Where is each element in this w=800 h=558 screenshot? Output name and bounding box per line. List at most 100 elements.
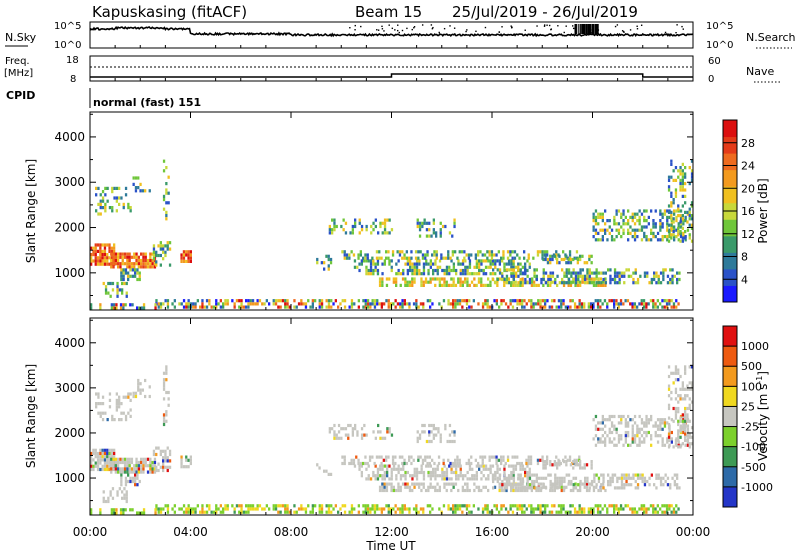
range-gate-cell xyxy=(314,504,317,508)
range-gate-cell xyxy=(686,220,689,224)
range-gate-cell xyxy=(624,299,627,303)
range-gate-cell xyxy=(599,238,602,242)
range-gate-cell xyxy=(112,252,115,256)
range-gate-cell xyxy=(343,458,346,462)
range-gate-cell xyxy=(149,258,152,263)
range-gate-cell xyxy=(466,277,469,281)
range-gate-cell xyxy=(690,204,694,208)
search-noise-dot xyxy=(431,27,434,30)
range-gate-cell xyxy=(668,504,671,508)
range-gate-cell xyxy=(601,418,604,422)
range-gate-cell xyxy=(189,250,192,254)
range-gate-cell xyxy=(560,305,563,309)
range-gate-cell xyxy=(328,228,331,232)
range-gate-cell xyxy=(135,457,138,461)
range-gate-cell xyxy=(164,244,167,248)
range-gate-cell xyxy=(629,231,632,235)
range-gate-cell xyxy=(477,280,481,284)
range-gate-cell xyxy=(125,294,128,298)
range-gate-cell xyxy=(353,259,357,263)
range-gate-cell xyxy=(653,277,656,282)
range-gate-cell xyxy=(624,222,627,226)
range-gate-cell xyxy=(487,283,490,287)
range-gate-cell xyxy=(615,299,618,303)
range-gate-cell xyxy=(422,280,425,284)
range-gate-cell xyxy=(151,470,154,474)
range-gate-cell xyxy=(357,253,360,257)
range-gate-cell xyxy=(666,476,670,480)
range-gate-cell xyxy=(526,473,529,477)
range-gate-cell xyxy=(690,172,694,176)
range-gate-cell xyxy=(670,397,673,401)
range-gate-cell xyxy=(166,459,169,463)
range-gate-cell xyxy=(422,262,426,266)
range-gate-cell xyxy=(681,384,684,388)
range-gate-cell xyxy=(570,281,573,285)
range-gate-cell xyxy=(597,476,601,480)
range-gate-cell xyxy=(608,437,611,441)
range-gate-cell xyxy=(604,430,607,435)
range-gate-cell xyxy=(187,465,190,469)
range-gate-cell xyxy=(185,253,188,257)
range-gate-cell xyxy=(104,202,107,206)
range-gate-cell xyxy=(572,486,575,490)
range-gate-cell xyxy=(435,253,438,257)
range-gate-cell xyxy=(530,482,533,486)
range-gate-cell xyxy=(640,418,644,422)
range-gate-cell xyxy=(385,283,389,287)
search-noise-dot xyxy=(543,24,546,26)
range-gate-cell xyxy=(107,281,110,286)
range-gate-cell xyxy=(525,458,528,462)
range-gate-cell xyxy=(670,236,673,240)
range-gate-cell xyxy=(590,510,593,514)
power-scatter-cells xyxy=(90,159,694,310)
range-gate-cell xyxy=(690,426,694,430)
range-gate-cell xyxy=(165,217,168,221)
range-gate-cell xyxy=(562,299,565,303)
range-gate-cell xyxy=(189,461,192,466)
range-gate-cell xyxy=(372,474,375,478)
range-gate-cell xyxy=(332,507,335,511)
search-noise-dot xyxy=(557,25,559,27)
range-gate-cell xyxy=(551,280,554,284)
range-gate-cell xyxy=(366,510,370,514)
range-gate-cell xyxy=(424,458,427,462)
range-gate-cell xyxy=(343,510,347,514)
range-gate-cell xyxy=(477,302,480,306)
range-gate-cell xyxy=(90,461,93,465)
range-gate-cell xyxy=(249,507,252,511)
range-gate-cell xyxy=(627,219,630,223)
range-gate-cell xyxy=(438,277,441,281)
range-gate-cell xyxy=(406,259,409,263)
range-gate-cell xyxy=(427,280,430,284)
range-gate-cell xyxy=(99,212,102,216)
range-gate-cell xyxy=(350,510,354,514)
range-gate-cell xyxy=(540,277,543,282)
range-gate-cell xyxy=(117,262,120,266)
range-gate-cell xyxy=(94,262,97,266)
range-gate-cell xyxy=(489,262,492,266)
range-gate-cell xyxy=(417,250,420,254)
range-gate-cell xyxy=(325,254,328,258)
range-gate-cell xyxy=(340,224,343,229)
range-gate-cell xyxy=(364,461,367,466)
range-gate-cell xyxy=(111,487,115,491)
range-gate-cell xyxy=(311,305,314,309)
range-gate-cell xyxy=(569,482,573,486)
search-noise-dot xyxy=(664,31,667,34)
range-gate-cell xyxy=(601,302,604,306)
range-gate-cell xyxy=(512,281,515,285)
range-gate-cell xyxy=(509,507,512,511)
velocity-cbar-label: Velocity [m s-1] xyxy=(755,371,770,461)
range-gate-cell xyxy=(560,510,563,514)
range-gate-cell xyxy=(238,510,241,514)
range-gate-cell xyxy=(293,305,296,309)
range-gate-cell xyxy=(153,464,157,468)
range-gate-cell xyxy=(463,256,466,260)
range-gate-cell xyxy=(120,277,123,282)
range-gate-cell xyxy=(498,259,501,263)
range-gate-cell xyxy=(527,253,530,257)
range-gate-cell xyxy=(432,221,435,225)
range-gate-cell xyxy=(152,452,156,457)
range-gate-cell xyxy=(134,268,137,272)
